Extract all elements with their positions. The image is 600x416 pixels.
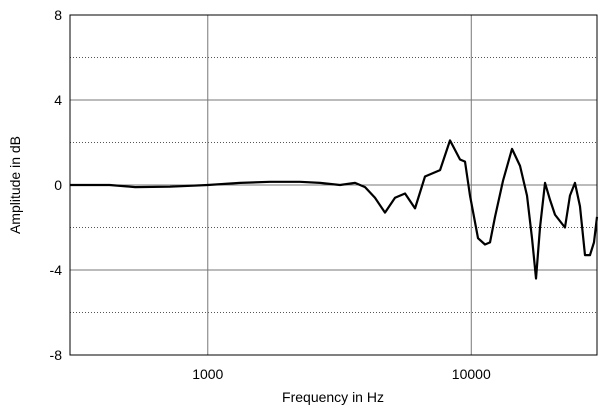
y-tick-label: 4 — [54, 92, 62, 108]
y-tick-label: 0 — [54, 177, 62, 193]
x-axis-label: Frequency in Hz — [282, 389, 384, 405]
x-tick-label: 1000 — [192, 366, 223, 382]
response-line — [70, 139, 599, 280]
y-tick-label: -8 — [50, 347, 63, 363]
y-axis-label: Amplitude in dB — [7, 136, 23, 234]
y-tick-label: 8 — [54, 7, 62, 23]
x-tick-label: 10000 — [452, 366, 491, 382]
y-tick-label: -4 — [50, 262, 63, 278]
